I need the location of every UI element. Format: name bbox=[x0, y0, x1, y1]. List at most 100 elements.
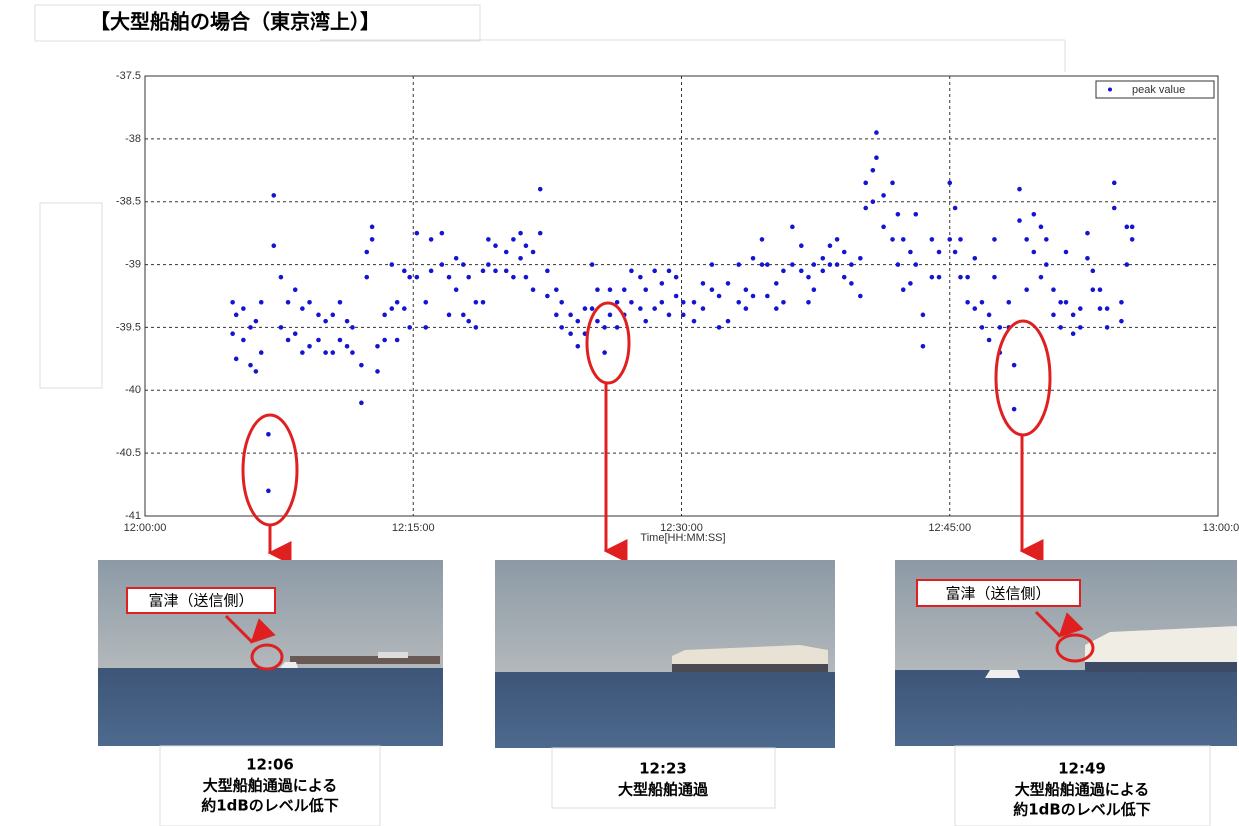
data-point bbox=[736, 262, 742, 267]
caption-line: 大型船舶通過による bbox=[203, 777, 338, 795]
data-point bbox=[554, 287, 559, 293]
caption-time: 12:49 bbox=[1058, 760, 1106, 778]
data-point bbox=[895, 211, 901, 217]
data-point bbox=[461, 262, 466, 267]
caption-box bbox=[159, 745, 381, 826]
data-point bbox=[285, 299, 291, 305]
data-point bbox=[233, 356, 239, 362]
data-point bbox=[1129, 224, 1135, 230]
data-point bbox=[271, 243, 277, 249]
y-tick-label: -37.5 bbox=[116, 70, 141, 82]
data-point bbox=[947, 180, 953, 186]
data-point bbox=[389, 262, 395, 267]
data-point bbox=[575, 343, 581, 349]
data-point bbox=[614, 299, 620, 305]
data-point bbox=[913, 211, 919, 217]
data-point bbox=[1051, 287, 1056, 293]
data-point bbox=[811, 262, 817, 267]
data-point bbox=[900, 287, 906, 293]
caption-line: 約1dBのレベル低下 bbox=[201, 797, 339, 815]
data-point bbox=[979, 299, 985, 305]
data-point bbox=[486, 237, 491, 242]
data-point bbox=[253, 318, 259, 324]
data-point bbox=[511, 274, 516, 280]
data-point bbox=[806, 299, 811, 305]
caption-line: 約1dBのレベル低下 bbox=[1013, 801, 1151, 819]
data-point bbox=[997, 325, 1003, 330]
data-point bbox=[1090, 268, 1096, 274]
data-point bbox=[643, 287, 649, 293]
data-point bbox=[323, 318, 328, 324]
data-point bbox=[1124, 262, 1130, 267]
data-point bbox=[621, 287, 627, 293]
data-point bbox=[369, 224, 375, 230]
data-point bbox=[480, 268, 486, 274]
data-point bbox=[453, 287, 459, 293]
data-point bbox=[811, 287, 817, 293]
data-point bbox=[986, 312, 992, 318]
data-point bbox=[874, 155, 879, 161]
caption-box bbox=[551, 747, 776, 809]
data-point bbox=[820, 255, 826, 261]
title-box bbox=[34, 4, 481, 42]
data-point bbox=[402, 268, 407, 274]
data-point bbox=[908, 249, 913, 255]
data-point bbox=[673, 293, 679, 299]
data-point bbox=[568, 331, 573, 337]
data-point bbox=[765, 293, 770, 299]
data-point bbox=[709, 262, 715, 267]
data-point bbox=[781, 268, 786, 274]
data-point bbox=[1124, 224, 1130, 230]
data-point bbox=[271, 193, 277, 198]
data-point bbox=[759, 262, 765, 267]
data-point bbox=[638, 306, 643, 311]
data-point bbox=[827, 243, 833, 249]
data-point bbox=[523, 274, 529, 280]
data-point bbox=[986, 337, 992, 343]
data-point bbox=[929, 237, 935, 242]
data-point bbox=[375, 343, 380, 349]
data-point bbox=[743, 287, 749, 293]
data-point bbox=[428, 268, 434, 274]
data-point bbox=[337, 299, 343, 305]
data-point bbox=[503, 268, 509, 274]
data-point bbox=[1119, 318, 1124, 324]
data-point bbox=[799, 268, 804, 274]
data-point bbox=[691, 299, 697, 305]
data-point bbox=[530, 287, 536, 293]
data-point bbox=[480, 299, 486, 305]
data-point bbox=[446, 312, 452, 318]
legend-label: peak value bbox=[1132, 84, 1185, 96]
data-point bbox=[936, 274, 942, 280]
data-point bbox=[241, 337, 246, 343]
data-point bbox=[759, 237, 765, 242]
data-point bbox=[913, 262, 919, 267]
data-point bbox=[595, 318, 600, 324]
data-point bbox=[258, 350, 264, 355]
data-point bbox=[589, 306, 595, 311]
data-point bbox=[523, 243, 529, 249]
x-tick-label: 12:30:00 bbox=[660, 522, 703, 534]
data-point bbox=[1077, 325, 1083, 330]
data-point bbox=[364, 274, 370, 280]
data-point bbox=[629, 299, 634, 305]
data-point bbox=[589, 262, 595, 267]
data-point bbox=[1024, 287, 1029, 293]
data-point bbox=[1031, 249, 1037, 255]
data-point bbox=[428, 237, 434, 242]
data-point bbox=[992, 237, 997, 242]
data-point bbox=[545, 268, 550, 274]
data-point bbox=[1119, 299, 1124, 305]
data-point bbox=[1111, 205, 1117, 211]
data-point bbox=[958, 274, 963, 280]
data-point bbox=[841, 249, 847, 255]
data-point bbox=[881, 224, 886, 230]
data-point bbox=[394, 337, 400, 343]
data-point bbox=[595, 287, 600, 293]
data-point bbox=[1104, 325, 1110, 330]
data-point bbox=[602, 350, 607, 355]
data-point bbox=[659, 281, 665, 286]
frame-box bbox=[39, 202, 103, 389]
data-point bbox=[364, 249, 370, 255]
data-point bbox=[233, 312, 239, 318]
